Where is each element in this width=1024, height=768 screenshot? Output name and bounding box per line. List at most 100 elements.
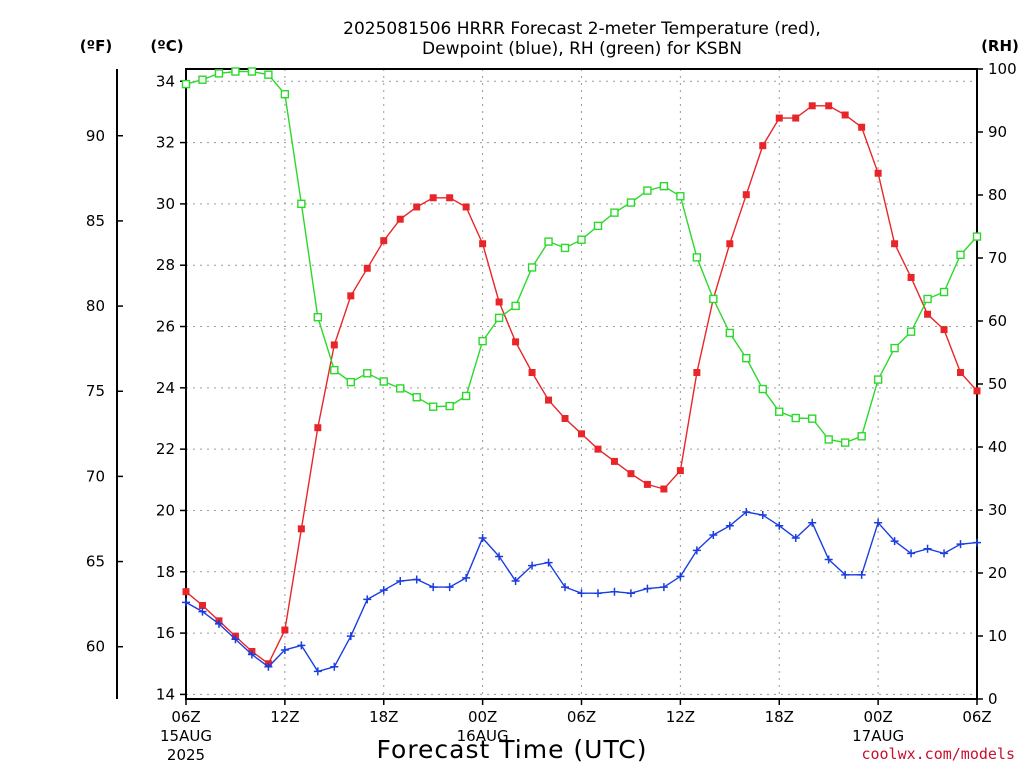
- x-tick-label: 12Z: [270, 708, 299, 726]
- celsius-tick-label: 32: [156, 134, 175, 152]
- rh-point: [857, 432, 866, 441]
- chart-title-line-1: 2025081506 HRRR Forecast 2-meter Tempera…: [343, 19, 821, 39]
- dewpoint-point: [956, 540, 965, 549]
- rh-tick-label: 0: [988, 690, 998, 708]
- celsius-tick-label: 30: [156, 195, 175, 213]
- rh-point: [610, 208, 619, 217]
- fahrenheit-tick-label: 65: [86, 553, 105, 571]
- temperature-point: [512, 338, 520, 346]
- dewpoint-point: [725, 521, 734, 530]
- temperature-point: [462, 203, 470, 211]
- rh-point: [198, 75, 207, 84]
- rh-point: [379, 377, 388, 386]
- celsius-tick-label: 14: [156, 685, 175, 703]
- fahrenheit-tick-label: 90: [86, 127, 105, 145]
- rh-point: [428, 402, 438, 411]
- dewpoint-point: [182, 598, 190, 607]
- celsius-unit-label: (ºC): [150, 37, 183, 55]
- rh-point: [231, 67, 240, 76]
- temperature-point: [446, 194, 454, 202]
- dewpoint-point: [659, 583, 668, 592]
- celsius-tick-label: 18: [156, 563, 175, 581]
- dewpoint-point: [363, 595, 372, 604]
- temperature-point: [924, 310, 932, 318]
- rh-point: [247, 67, 257, 76]
- celsius-tick-label: 24: [156, 379, 175, 397]
- temperature-point: [627, 470, 635, 478]
- rh-point: [264, 70, 273, 79]
- rh-point: [396, 384, 405, 393]
- temperature-point: [891, 240, 899, 248]
- fahrenheit-tick-label: 70: [86, 467, 105, 485]
- celsius-tick-label: 28: [156, 256, 175, 274]
- rh-point: [840, 438, 850, 447]
- rh-point: [412, 393, 421, 402]
- rh-point: [527, 263, 537, 272]
- temperature-point: [610, 457, 618, 465]
- rh-point: [742, 353, 751, 363]
- dewpoint-point: [396, 576, 405, 585]
- fahrenheit-tick-label: 60: [86, 638, 105, 656]
- temperature-point: [940, 326, 948, 334]
- temperature-point: [973, 387, 981, 395]
- temperature-point: [726, 240, 734, 248]
- rh-point: [478, 336, 487, 346]
- dewpoint-point: [462, 573, 471, 582]
- x-tick-date-label: 16AUG: [457, 727, 509, 745]
- celsius-tick-label: 16: [156, 624, 175, 642]
- fahrenheit-tick-label: 80: [86, 297, 105, 315]
- dewpoint-point: [758, 511, 767, 520]
- temperature-point: [858, 123, 866, 131]
- rh-tick-label: 70: [988, 249, 1007, 267]
- temperature-point: [528, 369, 536, 377]
- temperature-point: [643, 480, 651, 488]
- temperature-point: [330, 341, 338, 349]
- rh-tick-label: 80: [988, 186, 1007, 204]
- dewpoint-point: [973, 538, 981, 547]
- rh-point: [181, 79, 191, 89]
- dewpoint-point: [280, 645, 289, 654]
- rh-point: [758, 384, 767, 394]
- rh-point: [560, 243, 570, 253]
- rh-point: [214, 69, 224, 78]
- dewpoint-point: [214, 619, 223, 628]
- temperature-point: [182, 588, 190, 596]
- x-tick-date-label: 17AUG: [852, 727, 904, 745]
- dewpoint-point: [791, 534, 800, 543]
- rh-tick-label: 90: [988, 123, 1007, 141]
- x-tick-label: 00Z: [468, 708, 497, 726]
- rh-point: [676, 192, 685, 201]
- dewpoint-point: [495, 552, 504, 561]
- x-tick-label: 06Z: [567, 708, 596, 726]
- dewpoint-point: [890, 537, 899, 546]
- temperature-point: [347, 292, 355, 300]
- rh-point: [775, 407, 784, 416]
- rh-point: [906, 327, 916, 336]
- temperature-point: [396, 215, 404, 223]
- temperature-point: [907, 273, 915, 281]
- rh-tick-label: 50: [988, 375, 1007, 393]
- dewpoint-point: [330, 662, 339, 671]
- dewpoint-point: [264, 662, 273, 671]
- dewpoint-point: [478, 534, 487, 543]
- temperature-point: [660, 485, 668, 493]
- dewpoint-point: [346, 632, 355, 641]
- rh-point: [972, 232, 982, 241]
- rh-point: [346, 377, 355, 387]
- rh-point: [626, 198, 636, 207]
- rh-tick-label: 60: [988, 312, 1007, 330]
- temperature-point: [594, 445, 602, 453]
- dewpoint-point: [824, 555, 833, 564]
- rh-point: [939, 287, 949, 297]
- dewpoint-point: [593, 589, 602, 598]
- rh-point: [363, 369, 372, 378]
- temperature-point: [874, 169, 882, 177]
- temperature-point: [561, 414, 569, 422]
- x-tick-label: 00Z: [863, 708, 892, 726]
- grid-lines: [185, 69, 978, 699]
- temperature-point: [759, 142, 767, 150]
- rh-point: [577, 235, 586, 244]
- temperature-point: [825, 102, 833, 110]
- celsius-tick-label: 34: [156, 72, 175, 90]
- x-tick-label: 12Z: [666, 708, 695, 726]
